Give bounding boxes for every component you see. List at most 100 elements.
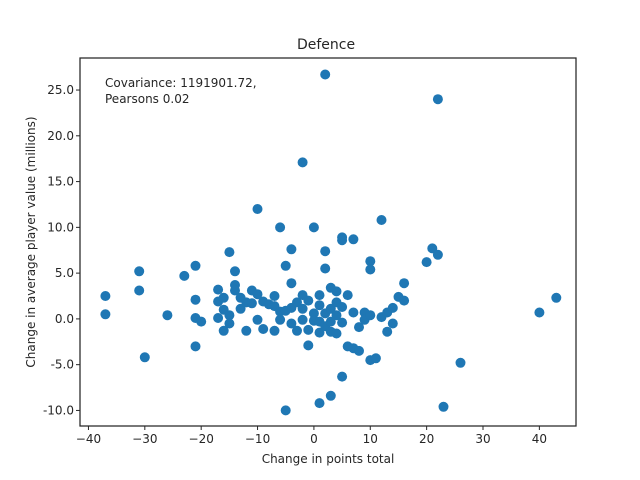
data-point: [376, 215, 387, 225]
y-axis-label: Change in average player value (millions…: [24, 116, 38, 367]
data-point: [252, 289, 263, 300]
data-point: [134, 266, 145, 277]
data-point: [258, 324, 269, 334]
y-tick-label: -5.0: [51, 358, 74, 372]
data-point: [387, 318, 398, 329]
data-point: [230, 266, 240, 277]
x-tick-label: −30: [132, 432, 157, 446]
data-point: [314, 290, 325, 301]
data-point: [399, 278, 410, 289]
data-point: [365, 310, 376, 321]
data-point: [196, 316, 207, 327]
data-point: [370, 353, 381, 364]
data-point: [269, 325, 280, 336]
data-point: [551, 292, 562, 303]
data-point: [286, 318, 297, 329]
data-point: [308, 222, 319, 233]
data-point: [432, 249, 443, 260]
data-point: [314, 300, 325, 311]
data-point: [224, 318, 235, 329]
data-point: [162, 310, 173, 321]
data-point: [354, 345, 364, 356]
plot-frame: [79, 57, 577, 427]
x-tick-label: 40: [532, 432, 547, 446]
y-tick-label: 5.0: [55, 266, 74, 280]
data-point: [337, 302, 348, 312]
data-point: [190, 341, 201, 352]
y-tick-label: 0.0: [55, 312, 74, 326]
data-point: [139, 352, 150, 363]
data-point: [320, 69, 331, 80]
chart-title: Defence: [297, 37, 355, 53]
data-point: [134, 285, 145, 296]
data-point: [280, 405, 291, 416]
data-point: [348, 307, 359, 318]
data-point: [100, 309, 111, 320]
data-point: [224, 247, 235, 258]
data-point: [337, 371, 348, 382]
data-point: [218, 325, 229, 336]
data-point: [218, 292, 229, 303]
x-tick-label: −20: [189, 432, 214, 446]
data-point: [387, 302, 398, 313]
y-tick-label: -10.0: [43, 403, 74, 417]
data-point: [534, 307, 545, 318]
data-point: [320, 246, 331, 257]
data-point: [246, 298, 257, 309]
y-tick-label: 10.0: [47, 220, 74, 234]
annotation-line-1: Covariance: 1191901.72,: [105, 76, 257, 90]
data-point: [297, 303, 308, 314]
data-point: [292, 325, 302, 336]
x-tick-label: 20: [419, 432, 434, 446]
data-point: [399, 295, 410, 306]
data-point: [230, 285, 240, 296]
x-axis-label: Change in points total: [262, 452, 395, 466]
y-axis: -10.0 -5.0 0.0 5.0 10.0 15.0 20.0 25.0: [43, 83, 80, 417]
points-layer: [100, 69, 562, 416]
x-tick-label: −40: [76, 432, 101, 446]
data-point: [252, 314, 263, 325]
x-axis: −40 −30 −20 −10 0 10 20 30 40: [76, 426, 547, 446]
annotation-line-2: Pearsons 0.02: [105, 92, 189, 106]
data-point: [325, 316, 336, 327]
data-point: [303, 324, 314, 335]
data-point: [331, 310, 342, 321]
data-point: [190, 260, 201, 271]
data-point: [308, 308, 319, 319]
data-point: [213, 284, 224, 295]
data-point: [455, 357, 466, 368]
data-point: [314, 398, 325, 409]
x-tick-label: 10: [363, 432, 378, 446]
data-point: [337, 317, 348, 328]
data-point: [331, 328, 342, 339]
data-point: [314, 327, 325, 338]
data-point: [241, 325, 252, 336]
data-point: [325, 303, 336, 314]
data-point: [275, 314, 286, 325]
data-point: [320, 263, 331, 274]
data-point: [280, 260, 291, 271]
data-point: [337, 235, 348, 246]
data-point: [382, 326, 393, 337]
data-point: [100, 291, 111, 301]
x-tick-label: −10: [245, 432, 270, 446]
y-tick-label: 20.0: [47, 129, 74, 143]
data-point: [179, 270, 190, 281]
data-point: [286, 278, 297, 289]
data-point: [365, 264, 376, 275]
data-point: [342, 290, 353, 301]
data-point: [297, 314, 308, 325]
data-point: [269, 291, 280, 301]
x-tick-label: 0: [310, 432, 318, 446]
data-point: [275, 222, 286, 233]
data-point: [303, 295, 314, 306]
data-point: [213, 313, 224, 323]
data-point: [190, 294, 201, 305]
data-point: [286, 244, 297, 255]
data-point: [421, 257, 432, 268]
data-point: [224, 310, 235, 321]
data-point: [252, 204, 263, 214]
data-point: [303, 340, 314, 351]
data-point: [297, 157, 308, 168]
